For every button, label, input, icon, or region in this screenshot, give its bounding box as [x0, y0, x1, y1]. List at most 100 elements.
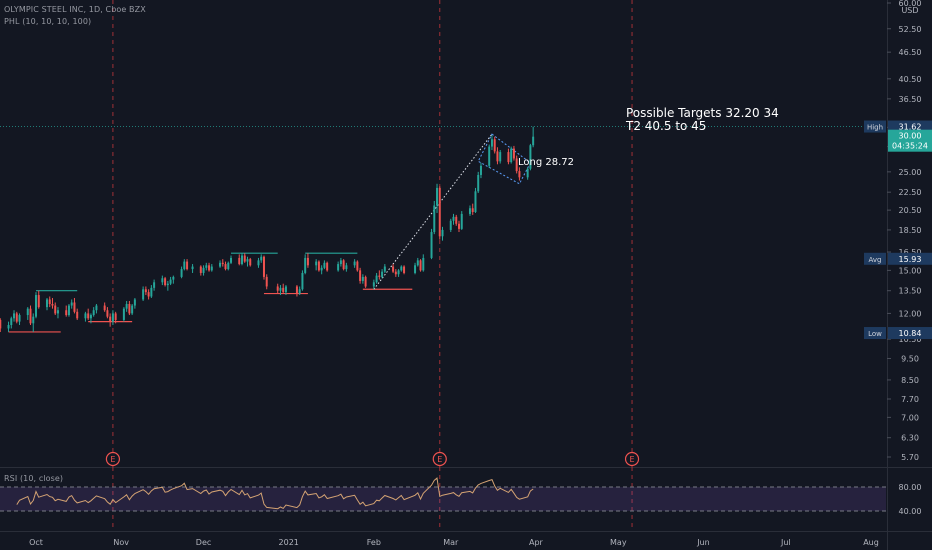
price-tick-label: 8.50	[901, 376, 919, 385]
time-axis-label: Mar	[443, 538, 459, 547]
price-tick-label: 20.50	[899, 206, 922, 215]
time-axis-label: Jul	[780, 538, 791, 547]
candle-body	[56, 310, 59, 314]
rsi-tick-label: 80.00	[899, 483, 922, 492]
rsi-pane	[0, 467, 886, 531]
earnings-marker-label: E	[110, 455, 115, 464]
candle-body	[221, 262, 224, 265]
candle-body	[7, 325, 10, 329]
candle-body	[186, 261, 189, 270]
candle-body	[241, 255, 244, 265]
candle-body	[496, 151, 499, 162]
candle-body	[499, 152, 502, 162]
level-value: 31.62	[899, 123, 922, 132]
candle-body	[317, 261, 320, 271]
candle-body	[125, 304, 128, 309]
candle-body	[65, 310, 68, 316]
price-tick-label: 46.50	[899, 48, 922, 57]
candle-body	[128, 304, 131, 314]
candle-body	[383, 266, 386, 272]
candle-body	[106, 310, 109, 317]
candle-body	[0, 319, 2, 329]
price-tick-label: 60.00	[899, 0, 922, 8]
candle-body	[449, 220, 452, 230]
candle-body	[142, 289, 145, 300]
candle-body	[430, 232, 433, 258]
candle-body	[37, 295, 40, 308]
bar-countdown: 04:35:24	[892, 142, 928, 151]
candle-body	[400, 266, 403, 271]
candle-body	[15, 313, 18, 322]
earnings-marker	[624, 451, 640, 467]
candle-body	[205, 265, 208, 268]
candle-body	[419, 260, 422, 271]
candle-body	[378, 275, 381, 277]
candle-body	[199, 266, 202, 273]
candle-body	[164, 278, 167, 286]
candle-body	[457, 223, 460, 229]
candle-body	[144, 289, 147, 293]
candle-body	[224, 264, 227, 270]
candle-body	[183, 261, 186, 270]
candle-body	[95, 305, 98, 311]
price-tick-label: 40.50	[899, 75, 922, 84]
level-name: High	[867, 124, 883, 132]
earnings-marker	[105, 451, 121, 467]
candle-body	[479, 165, 482, 175]
candle-body	[433, 205, 436, 233]
candle-body	[265, 276, 268, 287]
candle-body	[326, 262, 329, 271]
candle-body	[109, 316, 112, 322]
candle-body	[397, 270, 400, 275]
candle-body	[13, 313, 16, 319]
candle-body	[147, 292, 150, 297]
candle-body	[18, 315, 21, 322]
candle-body	[394, 271, 397, 275]
time-axis-label: May	[610, 538, 627, 547]
candle-body	[345, 265, 348, 270]
price-tick-label: 12.00	[899, 309, 922, 318]
candle-body	[208, 265, 211, 271]
candle-body	[166, 283, 169, 286]
candle-body	[26, 308, 29, 316]
time-axis-label: Feb	[367, 538, 381, 547]
candle-body	[493, 139, 496, 152]
level-badge	[888, 252, 932, 265]
targets-annotation-line1: Possible Targets 32.20 34	[626, 106, 779, 120]
candle-body	[153, 282, 156, 288]
candle-body	[436, 187, 439, 206]
candle-body	[243, 255, 246, 262]
candle-body	[452, 216, 455, 221]
time-axis-label: Nov	[113, 538, 129, 547]
candle-body	[515, 158, 518, 172]
price-tick-label: 9.50	[901, 354, 919, 363]
candle-body	[364, 276, 367, 287]
targets-annotation-line2: T2 40.5 to 45	[626, 119, 707, 133]
level-name: Low	[868, 330, 882, 338]
candle-body	[471, 208, 474, 213]
candle-body	[359, 270, 362, 281]
candle-body	[114, 313, 117, 320]
candle-body	[35, 295, 37, 317]
candle-body	[169, 279, 172, 284]
price-tick-label: 18.50	[899, 226, 922, 235]
candle-body	[257, 260, 260, 266]
candle-body	[219, 262, 222, 267]
candle-body	[227, 262, 230, 270]
candle-body	[161, 278, 164, 283]
candle-body	[262, 256, 265, 277]
candle-body	[455, 216, 458, 224]
candle-body	[301, 272, 304, 290]
candle-body	[372, 282, 375, 287]
price-tick-label: 15.00	[899, 266, 922, 275]
candle-body	[87, 313, 90, 319]
price-tick-label: 52.50	[899, 25, 922, 34]
candle-body	[191, 266, 194, 270]
level-badge	[888, 120, 932, 133]
candle-body	[92, 310, 95, 316]
level-badge	[888, 327, 932, 340]
candle-body	[529, 145, 532, 169]
rsi-tick-label: 40.00	[899, 507, 922, 516]
candle-body	[172, 276, 175, 280]
